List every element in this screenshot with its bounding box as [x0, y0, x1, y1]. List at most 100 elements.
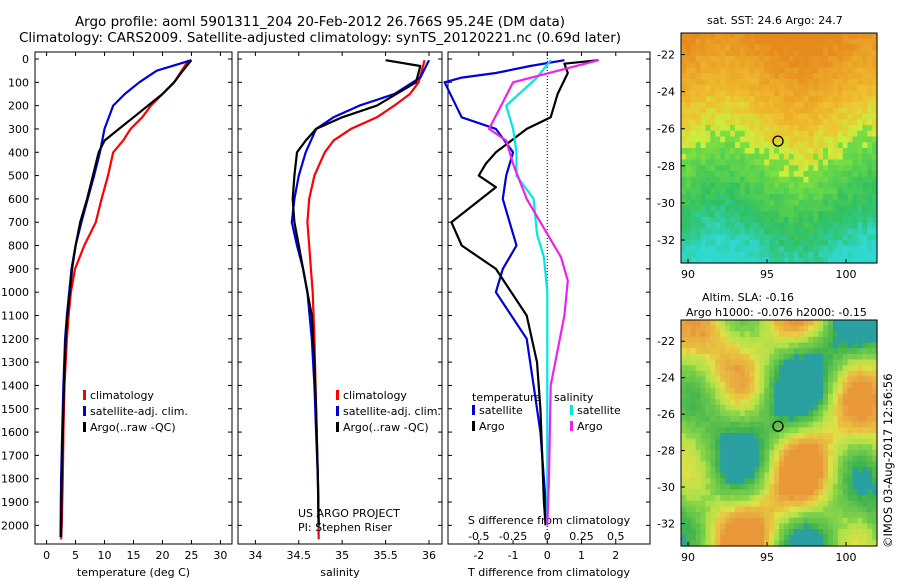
ytick-label: 500	[8, 170, 29, 183]
ytick-label: 900	[8, 263, 29, 276]
xtick-top-label: 0	[544, 530, 551, 543]
legend-label-sal_argo: Argo	[577, 420, 603, 433]
pi-label: PI: Stephen Riser	[298, 521, 393, 534]
xtick-top-label: -0.25	[499, 530, 527, 543]
ytick-label: 100	[8, 76, 29, 89]
series-differences-t-satellite	[443, 59, 565, 526]
map-ytick-label: -22	[657, 335, 675, 348]
legend-label-satellite: satellite-adj. clim.	[343, 405, 441, 418]
legend-swatch-sal_argo	[570, 421, 573, 431]
legend-label-argo: Argo	[479, 420, 505, 433]
xtick-label: 0	[544, 549, 551, 562]
ytick-label: 400	[8, 146, 29, 159]
series-temperature-argo-raw-qc-	[60, 59, 193, 538]
legend-label-sal_satellite: satellite	[577, 404, 621, 417]
legend-label-climatology: climatology	[90, 389, 154, 402]
project-label: US ARGO PROJECT	[298, 507, 400, 520]
map-ytick-label: -28	[657, 160, 675, 173]
map-xtick-label: 100	[836, 268, 857, 281]
legend-swatch-argo	[83, 422, 86, 432]
xtick-label: 5	[72, 549, 79, 562]
legend-swatch-sal_satellite	[570, 405, 573, 415]
xlabel-differences: T difference from climatology	[467, 566, 630, 579]
legend-label-argo: Argo(..raw -QC)	[90, 421, 176, 434]
series-salinity-argo-raw-qc-	[291, 59, 422, 526]
xtick-label: 35	[335, 549, 349, 562]
profile-location-marker	[772, 420, 784, 432]
series-differences-s-satellite	[505, 59, 552, 526]
legend-title-temperature: temperature	[472, 391, 541, 404]
ytick-label: 1500	[1, 403, 29, 416]
legend-swatch-climatology	[336, 390, 339, 400]
ytick-label: 0	[22, 53, 29, 66]
series-salinity-climatology	[306, 59, 426, 540]
sla-map-title-line2: Argo h1000: -0.076 h2000: -0.15	[686, 306, 867, 319]
ytick-label: 1100	[1, 309, 29, 322]
ytick-label: 1700	[1, 449, 29, 462]
sla-map-frame	[680, 319, 878, 547]
series-differences-s-argo	[488, 59, 599, 526]
map-xtick-label: 90	[681, 268, 695, 281]
ytick-label: 1000	[1, 286, 29, 299]
xtick-top-label: 0.5	[607, 530, 625, 543]
legend-swatch-climatology	[83, 390, 86, 400]
ytick-label: 200	[8, 100, 29, 113]
map-ytick-label: -32	[657, 234, 675, 247]
ytick-label: 1900	[1, 496, 29, 509]
map-ytick-label: -32	[657, 517, 675, 530]
sla-map	[681, 320, 878, 547]
xtick-label: 36	[422, 549, 436, 562]
legend-swatch-argo	[336, 422, 339, 432]
xtick-label: 34	[248, 549, 262, 562]
series-differences-t-argo	[450, 59, 599, 526]
xlabel-salinity: salinity	[320, 566, 360, 579]
ytick-label: 1300	[1, 356, 29, 369]
legend-title-salinity: salinity	[554, 391, 594, 404]
sst-map	[681, 33, 878, 264]
chart-title-line2: Climatology: CARS2009. Satellite-adjuste…	[18, 30, 622, 46]
xtick-label: 30	[213, 549, 227, 562]
ytick-label: 700	[8, 216, 29, 229]
legend-label-climatology: climatology	[343, 389, 407, 402]
ytick-label: 2000	[1, 519, 29, 532]
series-temperature-satellite-adj-clim-	[59, 59, 192, 538]
map-xtick-label: 95	[760, 551, 774, 564]
xtick-label: -1	[508, 549, 519, 562]
xtick-label: 10	[98, 549, 112, 562]
panel-frame-salinity	[237, 51, 443, 545]
legend-label-satellite: satellite-adj. clim.	[90, 405, 188, 418]
map-xtick-label: 90	[681, 551, 695, 564]
xtick-label: 25	[184, 549, 198, 562]
ytick-label: 1800	[1, 473, 29, 486]
xtick-label: 0	[43, 549, 50, 562]
xtick-top-label: 0.25	[569, 530, 594, 543]
map-ytick-label: -26	[657, 408, 675, 421]
map-ytick-label: -30	[657, 197, 675, 210]
series-temperature-climatology	[60, 59, 190, 540]
panel-frame-differences	[447, 51, 651, 545]
ytick-label: 600	[8, 193, 29, 206]
map-xtick-label: 100	[836, 551, 857, 564]
legend-swatch-satellite	[336, 406, 339, 416]
xtick-top-label: -0.5	[468, 530, 489, 543]
xtick-label: 20	[155, 549, 169, 562]
ytick-label: 800	[8, 240, 29, 253]
map-ytick-label: -22	[657, 49, 675, 62]
xlabel-temperature: temperature (deg C)	[77, 566, 190, 579]
chart-title-line1: Argo profile: aoml 5901311_204 20-Feb-20…	[74, 14, 566, 30]
ytick-label: 1200	[1, 333, 29, 346]
map-ytick-label: -30	[657, 481, 675, 494]
map-ytick-label: -26	[657, 123, 675, 136]
ytick-label: 1400	[1, 379, 29, 392]
xtick-label: 2	[612, 549, 619, 562]
imos-watermark: ©IMOS 03-Aug-2017 12:56:56	[881, 373, 895, 548]
legend-label-argo: Argo(..raw -QC)	[343, 421, 429, 434]
xtick-label: -2	[473, 549, 484, 562]
legend-swatch-satellite	[472, 405, 475, 415]
xtick-label: 34.5	[287, 549, 312, 562]
xtick-label: 1	[578, 549, 585, 562]
ytick-label: 300	[8, 123, 29, 136]
ytick-label: 1600	[1, 426, 29, 439]
map-ytick-label: -24	[657, 86, 675, 99]
